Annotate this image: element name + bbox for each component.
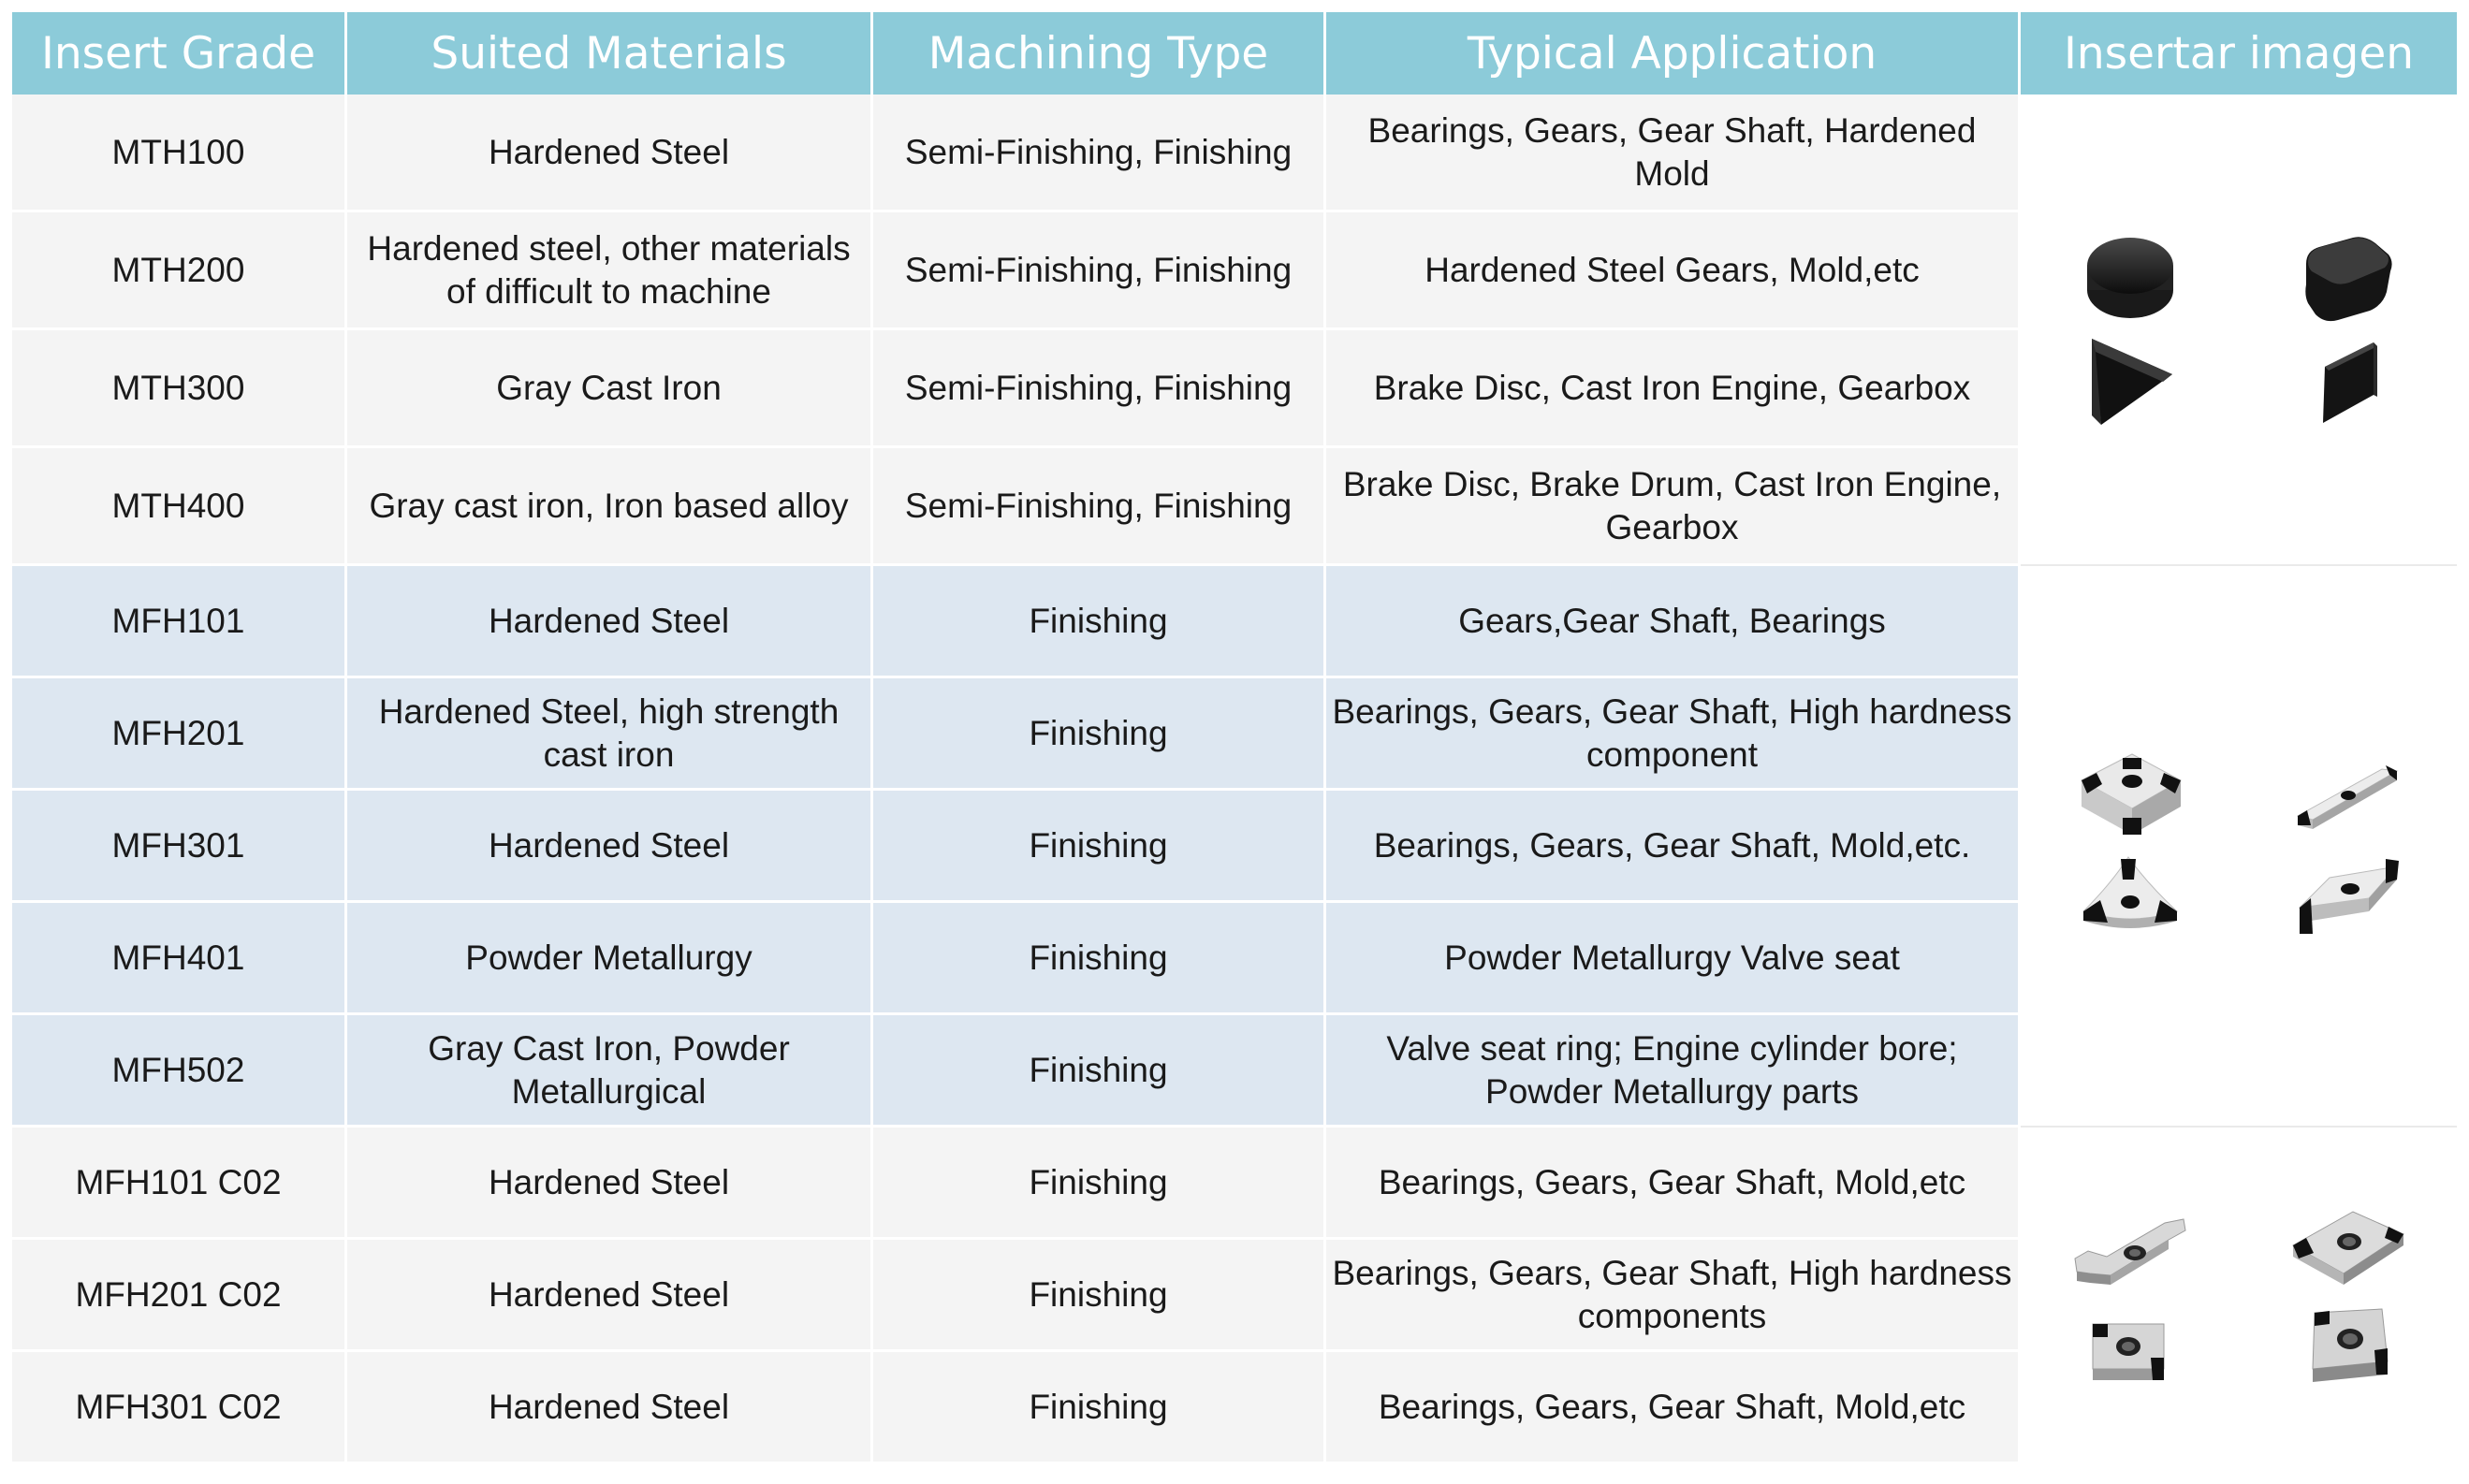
cell-application: Hardened Steel Gears, Mold,etc [1326,212,2021,330]
header-insert-grade: Insert Grade [12,12,347,95]
cell-materials: Gray Cast Iron [347,330,873,448]
round-insert-icon [2086,238,2173,318]
diamond-tipped-insert-icon [2296,765,2399,829]
table-row: MFH201 Hardened Steel, high strength cas… [12,678,2457,791]
mfh-insert-images [2021,566,2457,1128]
cell-application: Bearings, Gears, Gear Shaft, Hardened Mo… [1326,95,2021,212]
cell-machining: Semi-Finishing, Finishing [873,212,1326,330]
cell-application: Bearings, Gears, Gear Shaft, Mold,etc [1326,1352,2021,1464]
cell-materials: Hardened Steel [347,95,873,212]
cell-materials: Powder Metallurgy [347,903,873,1015]
cell-grade: MFH301 C02 [12,1352,347,1464]
cell-machining: Finishing [873,1352,1326,1464]
cell-grade: MFH101 [12,566,347,678]
table-row: MTH400 Gray cast iron, Iron based alloy … [12,448,2457,566]
cell-grade: MFH201 [12,678,347,791]
header-insert-image: Insertar imagen [2021,12,2457,95]
header-suited-materials: Suited Materials [347,12,873,95]
square-c02-angled-insert-icon [2311,1308,2389,1382]
mth-insert-images [2021,95,2457,566]
cell-materials: Hardened steel, other materials of diffi… [347,212,873,330]
cell-grade: MFH502 [12,1015,347,1128]
cell-materials: Hardened Steel [347,791,873,903]
cell-application: Brake Disc, Brake Drum, Cast Iron Engine… [1326,448,2021,566]
cell-machining: Finishing [873,1015,1326,1128]
square-tipped-insert-icon [2080,753,2182,835]
cell-application: Bearings, Gears, Gear Shaft, Mold,etc [1326,1128,2021,1240]
cell-machining: Finishing [873,1128,1326,1240]
table-row: MFH101 C02 Hardened Steel Finishing Bear… [12,1128,2457,1464]
table-row: MTH200 Hardened steel, other materials o… [12,212,2457,330]
c02-insert-images [2021,1128,2457,1464]
triangle-insert-icon [2091,339,2172,425]
rhombic-tipped-insert-icon [2298,859,2399,934]
square-c02-insert-icon [2092,1323,2164,1380]
cell-application: Bearings, Gears, Gear Shaft, Mold,etc. [1326,791,2021,903]
cell-materials: Gray cast iron, Iron based alloy [347,448,873,566]
header-typical-application: Typical Application [1326,12,2021,95]
cell-materials: Gray Cast Iron, Powder Metallurgical [347,1015,873,1128]
trigon-tipped-insert-icon [2082,856,2178,928]
header-row: Insert Grade Suited Materials Machining … [12,12,2457,95]
table-row: MFH301 C02 Hardened Steel Finishing Bear… [12,1352,2457,1464]
rhombic-insert-icon [2322,342,2377,423]
table-row: MTH300 Gray Cast Iron Semi-Finishing, Fi… [12,330,2457,448]
insert-grade-table: Insert Grade Suited Materials Machining … [12,12,2457,1464]
cell-grade: MTH100 [12,95,347,212]
cell-grade: MFH101 C02 [12,1128,347,1240]
cell-application: Valve seat ring; Engine cylinder bore; P… [1326,1015,2021,1128]
table-row: MFH301 Hardened Steel Finishing Bearings… [12,791,2457,903]
cell-grade: MTH200 [12,212,347,330]
square-insert-icon [2304,237,2392,322]
cell-materials: Hardened Steel, high strength cast iron [347,678,873,791]
cell-grade: MTH300 [12,330,347,448]
rhombic-c02-insert-icon [2291,1211,2404,1285]
cell-machining: Finishing [873,903,1326,1015]
cell-grade: MTH400 [12,448,347,566]
cell-grade: MFH401 [12,903,347,1015]
cell-grade: MFH201 C02 [12,1240,347,1352]
cell-application: Bearings, Gears, Gear Shaft, High hardne… [1326,1240,2021,1352]
cell-machining: Finishing [873,678,1326,791]
cell-materials: Hardened Steel [347,566,873,678]
cell-materials: Hardened Steel [347,1352,873,1464]
cell-application: Gears,Gear Shaft, Bearings [1326,566,2021,678]
cell-application: Bearings, Gears, Gear Shaft, High hardne… [1326,678,2021,791]
header-machining-type: Machining Type [873,12,1326,95]
table-row: MFH401 Powder Metallurgy Finishing Powde… [12,903,2457,1015]
table-row: MFH502 Gray Cast Iron, Powder Metallurgi… [12,1015,2457,1128]
table-row: MFH201 C02 Hardened Steel Finishing Bear… [12,1240,2457,1352]
table-row: MTH100 Hardened Steel Semi-Finishing, Fi… [12,95,2457,566]
cell-materials: Hardened Steel [347,1240,873,1352]
cell-machining: Semi-Finishing, Finishing [873,330,1326,448]
cell-machining: Finishing [873,791,1326,903]
cell-application: Powder Metallurgy Valve seat [1326,903,2021,1015]
cell-machining: Finishing [873,566,1326,678]
cell-grade: MFH301 [12,791,347,903]
cell-application: Brake Disc, Cast Iron Engine, Gearbox [1326,330,2021,448]
table-row: MFH101 Hardened Steel Finishing Gears,Ge… [12,566,2457,1128]
cell-machining: Semi-Finishing, Finishing [873,95,1326,212]
cell-materials: Hardened Steel [347,1128,873,1240]
grooving-insert-icon [2073,1218,2186,1285]
cell-machining: Semi-Finishing, Finishing [873,448,1326,566]
cell-machining: Finishing [873,1240,1326,1352]
